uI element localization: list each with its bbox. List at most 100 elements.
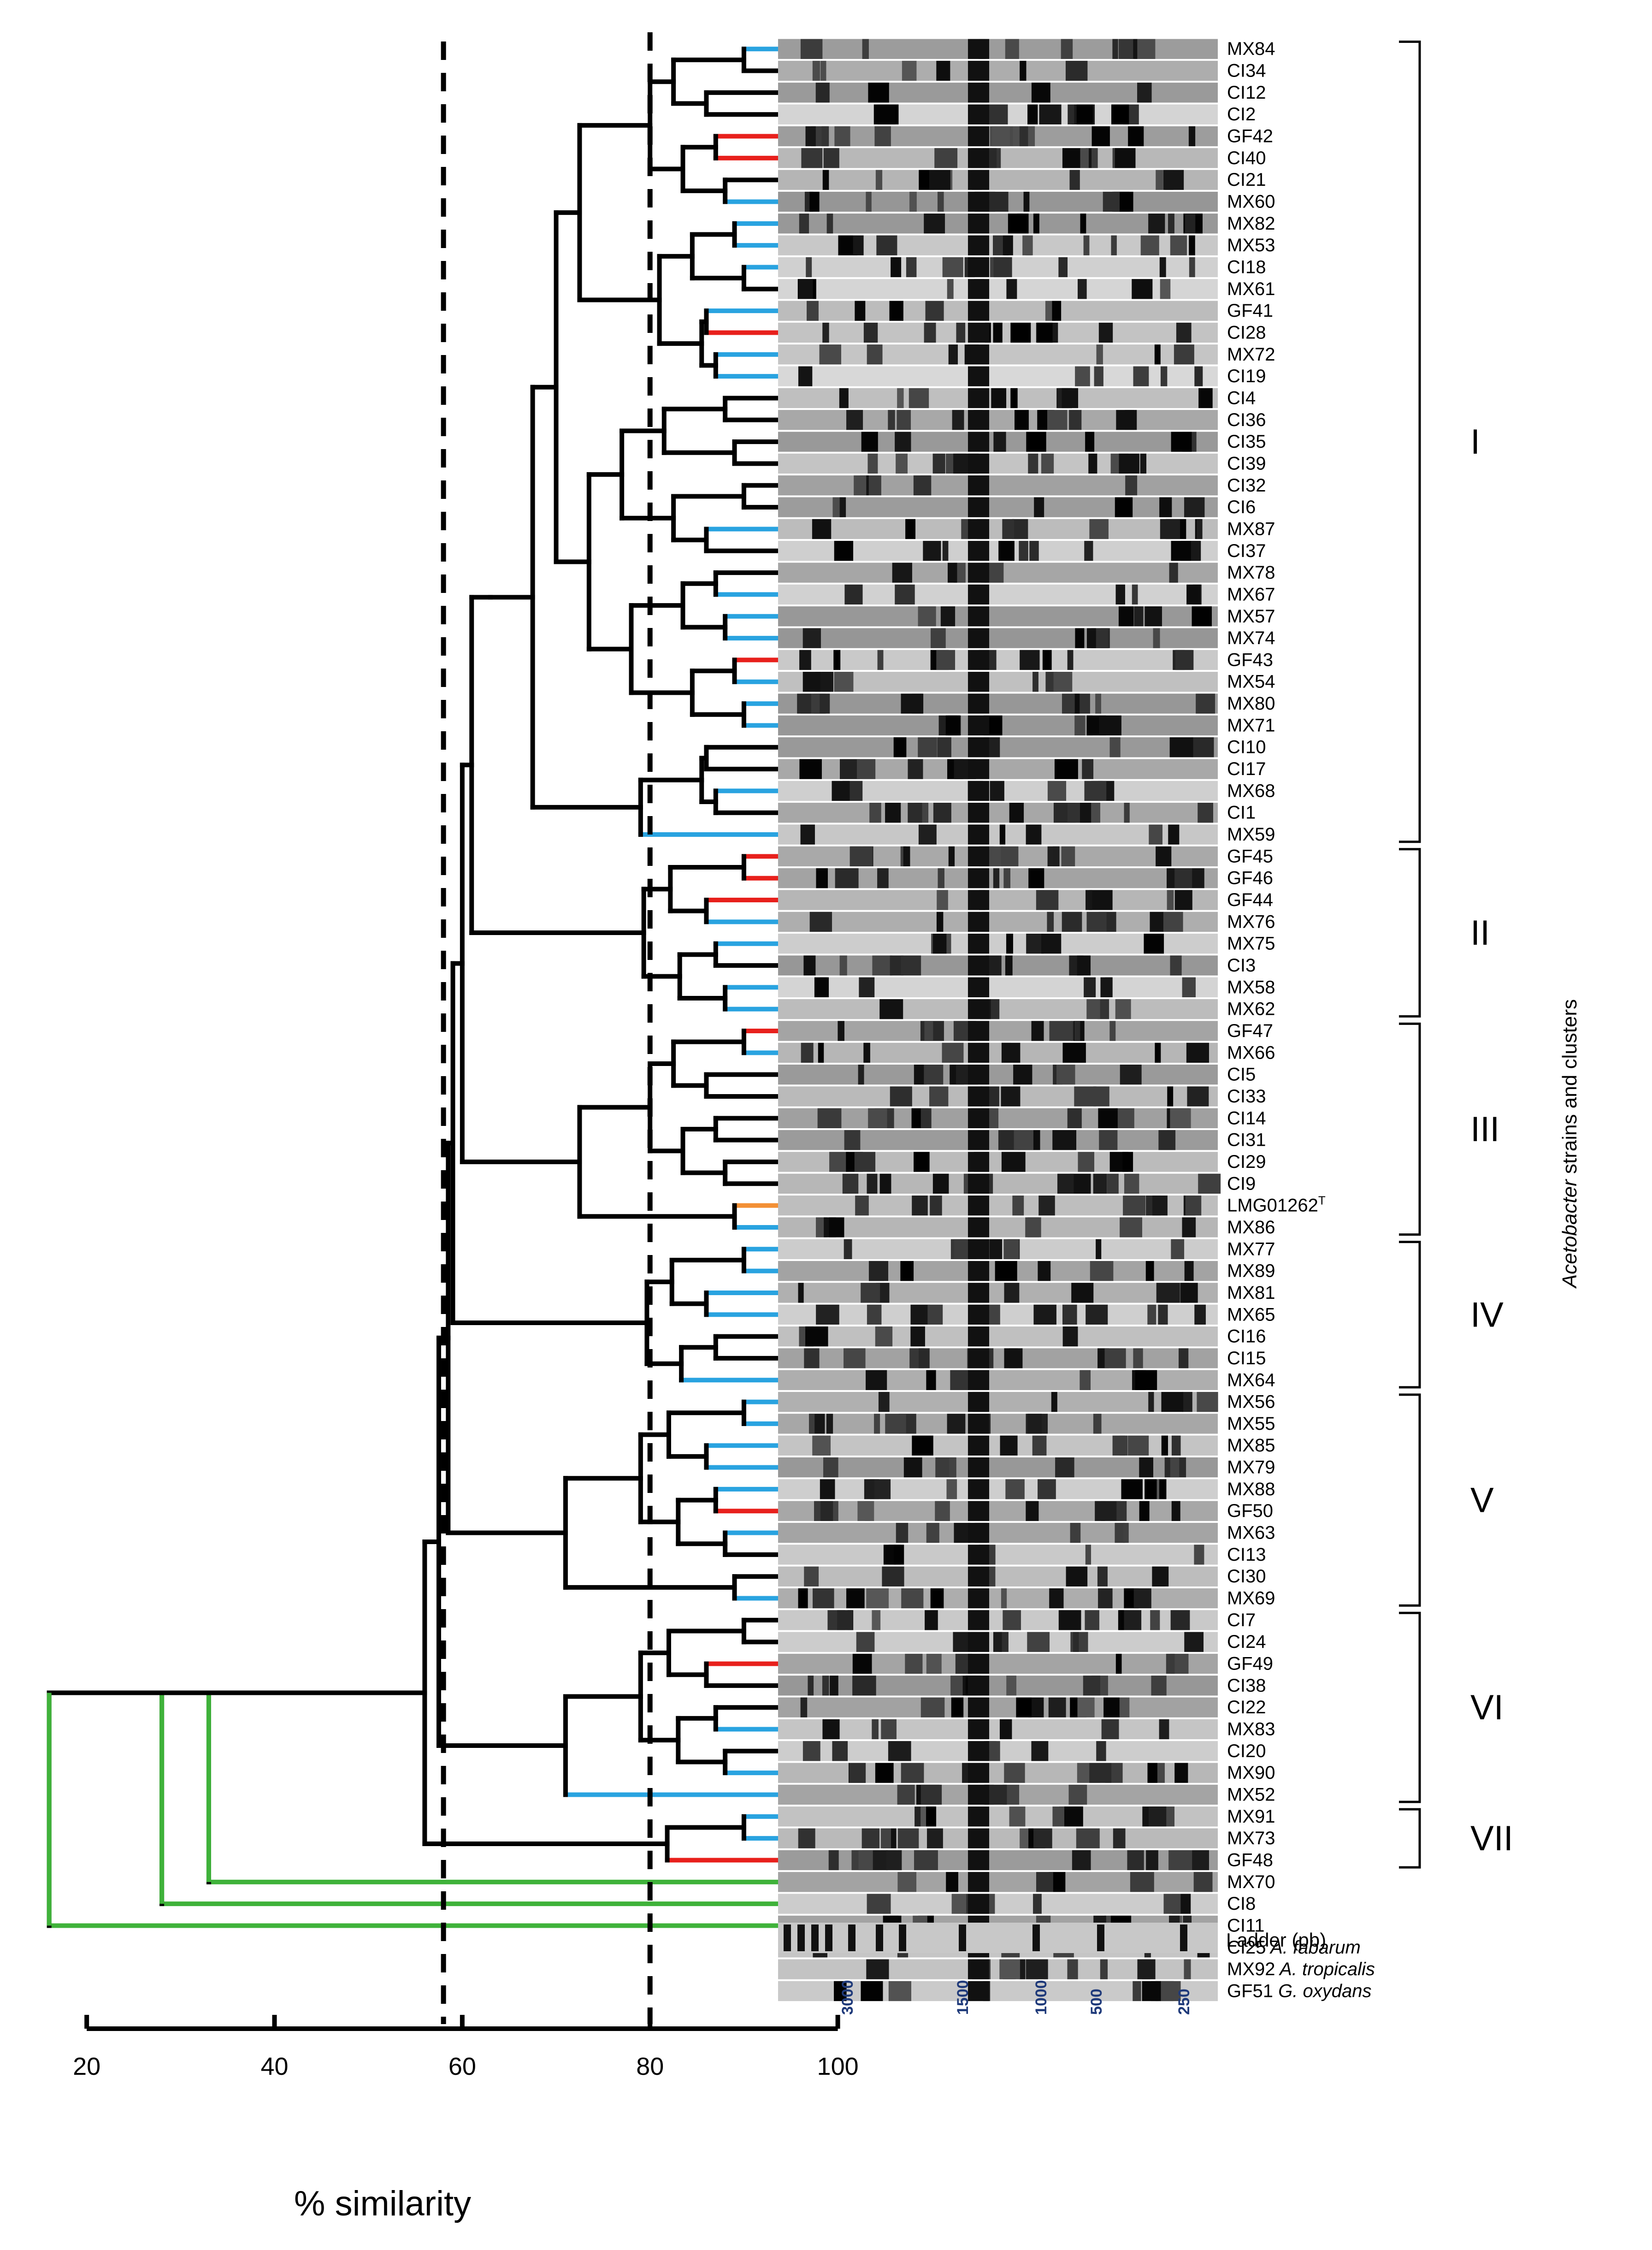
gel-band [1092,148,1098,168]
gel-lane [778,83,1218,103]
bracket-line [1399,1808,1421,1869]
gel-band [1026,1959,1048,1979]
gel-band [968,432,989,452]
gel-lane [778,1042,1218,1063]
gel-band [1123,1522,1129,1543]
gel-band [806,257,812,278]
gel-band [1067,1108,1082,1128]
gel-band [1093,1173,1107,1194]
gel-band [937,890,948,910]
gel-band [1093,1086,1109,1107]
gel-band [1071,1283,1094,1303]
gel-band [968,1850,989,1871]
gel-lane [778,1850,1218,1871]
gel-band [1028,868,1044,888]
gel-band [1112,39,1118,59]
gel-band [968,1719,989,1740]
gel-band [1017,213,1023,234]
gel-band [999,824,1006,845]
gel-band [1167,890,1174,910]
gel-band [1084,541,1093,561]
gel-band [1133,1588,1151,1609]
gel-band [968,170,989,190]
gel-lane [778,1414,1218,1434]
gel-band [829,1152,849,1172]
gel-band [918,824,937,845]
gel-band [812,60,820,81]
gel-band [1171,432,1192,452]
gel-band [968,606,989,627]
gel-band [968,1828,989,1848]
strain-label: CI11 [1227,1915,1265,1936]
gel-band [989,191,1009,212]
gel-band [936,912,944,932]
gel-band [1020,60,1027,81]
gel-band [834,1981,847,2001]
gel-band [858,1850,873,1871]
gel-band [896,1522,909,1543]
gel-band [1100,977,1112,998]
strain-label: CI21 [1227,170,1266,190]
gel-band [968,1239,989,1259]
gel-band [1186,1042,1209,1063]
gel-band [968,1981,989,2001]
gel-band [874,1479,891,1499]
strain-label: MX72 [1227,344,1275,365]
gel-band [839,388,849,409]
gel-band [924,322,936,343]
strain-label: CI14 [1227,1108,1266,1128]
gel-band [1047,912,1054,932]
gel-band [968,410,989,430]
gel-band [1084,781,1107,801]
gel-band [812,1435,831,1456]
gel-band [897,1872,917,1892]
gel-band [881,1719,897,1740]
gel-band [1116,410,1137,430]
gel-band [808,1676,814,1696]
gel-band [968,1566,989,1587]
gel-band [931,628,946,648]
gel-band [1184,497,1205,517]
gel-band [913,475,932,496]
gel-lane [778,475,1218,496]
gel-band [1176,322,1192,343]
strain-label: MX86 [1227,1217,1275,1238]
strain-label: MX54 [1227,672,1275,692]
axis-tick-label: 100 [817,2053,859,2080]
gel-lane [778,1566,1218,1587]
strain-label: CI17 [1227,759,1266,779]
gel-band [901,1763,924,1783]
gel-band [968,1545,989,1565]
gel-band [987,104,1008,124]
gel-band [1058,1610,1081,1630]
gel-band [1049,1588,1064,1609]
gel-band [1080,1370,1091,1390]
bracket-line [1399,848,1421,1018]
gel-band [842,1173,859,1194]
strain-labels: MX84CI34CI12CI2GF42CI40CI21MX60MX82MX53C… [1227,39,1375,2001]
gel-band [1132,584,1138,605]
gel-band [820,1501,833,1521]
gel-band [1166,1653,1175,1674]
strain-label: CI16 [1227,1326,1266,1347]
gel-band [835,868,859,888]
ladder-tick-label: 3000 [839,1980,856,2015]
gel-band [1170,955,1182,976]
gel-band [1104,1348,1126,1368]
gel-band [901,1588,924,1609]
strain-label: MX53 [1227,235,1275,255]
gel-band [799,650,811,670]
gel-band [888,1741,911,1761]
gel-band [799,213,809,234]
gel-band [1072,1850,1091,1871]
gel-band [1001,846,1019,867]
gel-band [866,191,872,212]
strain-label: MX67 [1227,584,1275,604]
ladder-band [848,1924,856,1951]
gel-band [1095,693,1101,714]
gel-band [1198,803,1213,823]
gel-band [1064,1806,1083,1827]
gel-band [968,1414,989,1434]
gel-band [968,1348,989,1368]
